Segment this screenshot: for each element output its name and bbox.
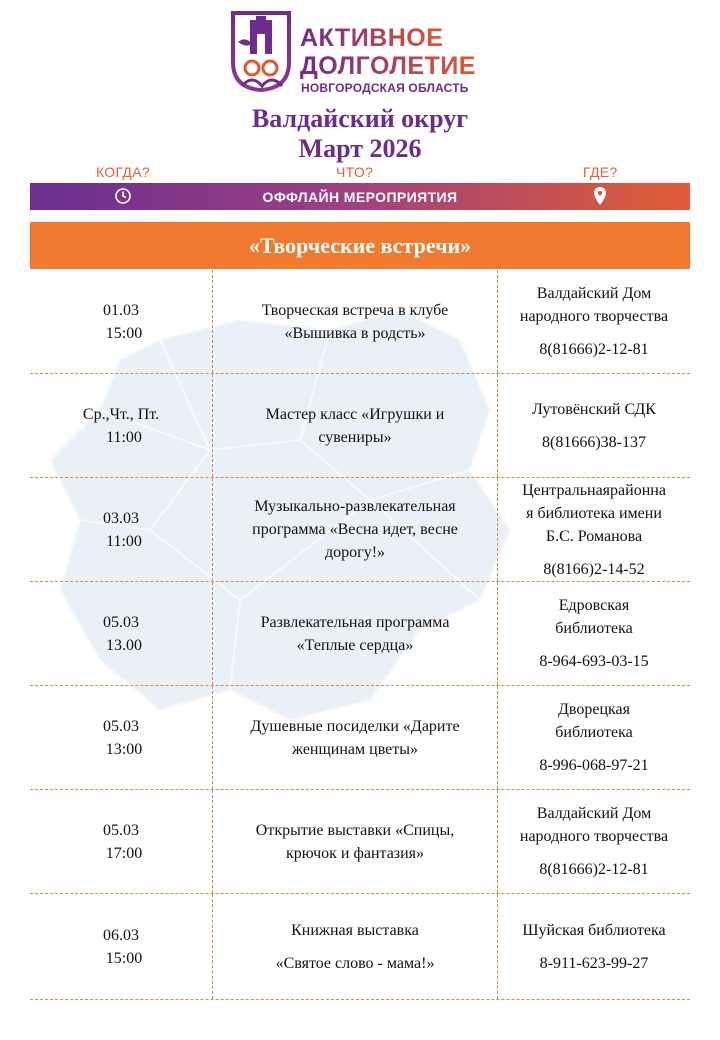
event-title-line: программа «Весна идет, весне	[252, 521, 458, 538]
event-place-line: Б.С. Романова	[545, 527, 643, 545]
event-title-line: Развлекательная программа	[260, 613, 450, 631]
event-row: 05.03 13:00 Душевные посиделки «Дарите женщ…	[30, 686, 690, 790]
event-title-line: дорогу!»	[324, 544, 386, 561]
event-when-cell: 05.03 13:00	[30, 686, 212, 789]
logo: АКТИВНОЕ ДОЛГОЛЕТИЕ НОВГОРОДСКАЯ ОБЛАСТЬ	[230, 10, 500, 96]
event-what-cell: Музыкально-развлекательная программа «Вес…	[212, 478, 498, 581]
event-phone: 8(8166)2-14-52	[543, 560, 645, 578]
logo-text-line1: АКТИВНОЕ	[300, 24, 444, 52]
event-when-cell: 01.03 15:00	[30, 270, 212, 373]
event-where-cell: Валдайский Дом народного творчества 8(8166…	[498, 790, 690, 893]
event-what-cell: Книжная выставка «Святое слово - мама!»	[212, 894, 498, 999]
event-row: 05.03 13.00 Развлекательная программа «Тепл…	[30, 582, 690, 686]
event-time: 15:00	[105, 949, 143, 967]
event-date: 01.03	[103, 301, 139, 319]
event-row: 03.03 11:00 Музыкально-развлекательная прог…	[30, 478, 690, 582]
event-date: 06.03	[103, 926, 139, 944]
event-place-line: Центральнаярайонна	[522, 481, 666, 499]
event-where-cell: Дворецкая библиотека 8-996-068-97-21	[498, 686, 690, 789]
event-place-line: библиотека	[555, 724, 633, 741]
event-date: 05.03	[103, 717, 139, 735]
column-label-what: ЧТО?	[336, 164, 374, 180]
event-place-line: Лутовёнский СДК	[532, 400, 656, 418]
event-what-cell: Развлекательная программа «Теплые сердца»	[212, 582, 498, 685]
event-what-cell: Творческая встреча в клубе «Вышивка в род…	[212, 270, 498, 373]
event-date: 05.03	[103, 821, 139, 839]
event-place-line: Едровская	[558, 597, 630, 614]
district-title: Валдайский округ	[251, 104, 469, 133]
event-what-cell: Открытие выставки «Спицы, крючок и фантаз…	[212, 790, 498, 893]
logo-text-region: НОВГОРОДСКАЯ ОБЛАСТЬ	[301, 81, 469, 95]
event-phone: 8(81666)2-12-81	[539, 341, 649, 358]
offline-events-banner: ОФФЛАЙН МЕРОПРИЯТИЯ	[30, 183, 690, 210]
logo-text-line2: ДОЛГОЛЕТИЕ	[300, 52, 476, 80]
event-place-line: Валдайский Дом	[536, 285, 652, 302]
event-what-cell: Душевные посиделки «Дарите женщинам цветы…	[212, 686, 498, 789]
event-where-cell: Валдайский Дом народного творчества 8(8166…	[498, 270, 690, 373]
event-when-cell: 05.03 13.00	[30, 582, 212, 685]
event-title-line: Книжная выставка	[291, 921, 419, 939]
event-row: 01.03 15:00 Творческая встреча в клубе «Выш…	[30, 270, 690, 374]
event-title-line: сувениры»	[318, 428, 392, 446]
event-where-cell: Лутовёнский СДК 8(81666)38-137	[498, 374, 690, 477]
event-date: 03.03	[103, 509, 139, 527]
event-place-line: Валдайский Дом	[536, 805, 652, 822]
events-table: 01.03 15:00 Творческая встреча в клубе «Выш…	[30, 270, 690, 1000]
event-place-line: Дворецкая	[557, 701, 630, 718]
event-title-line: крючок и фантазия»	[285, 844, 425, 862]
event-time: 13.00	[106, 636, 142, 654]
event-where-cell: Едровская библиотека 8-964-693-03-15	[498, 582, 690, 685]
location-pin-icon	[594, 187, 606, 205]
event-phone: 8(81666)38-137	[542, 433, 646, 451]
event-title-line: Открытие выставки «Спицы,	[255, 821, 455, 839]
event-time: 15:00	[105, 324, 143, 342]
month-title: Март 2026	[298, 134, 422, 163]
event-row: 06.03 15:00 Книжная выставка «Святое слово …	[30, 894, 690, 1000]
event-time: 11:00	[106, 428, 142, 446]
event-phone: 8-964-693-03-15	[539, 653, 649, 670]
event-place-line: я библиотека имени	[526, 504, 662, 522]
event-place-line: Шуйская библиотека	[522, 921, 666, 939]
clock-icon	[115, 188, 131, 204]
event-time: 13:00	[105, 740, 143, 758]
logo-emblem-icon	[231, 11, 291, 92]
event-title-line: Мастер класс «Игрушки и	[265, 405, 445, 423]
event-where-cell: Центральнаярайонна я библиотека имени Б.С.…	[498, 478, 690, 581]
event-date: 05.03	[103, 613, 139, 631]
event-place-line: народного творчества	[519, 308, 669, 325]
event-title-line: Душевные посиделки «Дарите	[250, 717, 460, 735]
section-title: «Творческие встречи»	[30, 222, 690, 269]
column-label-where: ГДЕ?	[583, 164, 618, 180]
region-map-background	[48, 308, 512, 722]
event-time: 11:00	[106, 532, 142, 550]
column-label-when: КОГДА?	[96, 164, 150, 180]
event-when-cell: 06.03 15:00	[30, 894, 212, 999]
event-time: 17:00	[105, 844, 143, 862]
banner-label: ОФФЛАЙН МЕРОПРИЯТИЯ	[262, 189, 458, 205]
event-when-cell: 05.03 17:00	[30, 790, 212, 893]
event-phone: 8(81666)2-12-81	[539, 861, 649, 878]
event-place-line: народного творчества	[519, 828, 669, 845]
event-phone: 8-996-068-97-21	[539, 757, 649, 774]
event-title-line: «Святое слово - мама!»	[275, 954, 435, 972]
event-where-cell: Шуйская библиотека 8-911-623-99-27	[498, 894, 690, 999]
event-place-line: библиотека	[555, 620, 633, 637]
event-what-cell: Мастер класс «Игрушки и сувениры»	[212, 374, 498, 477]
event-date: Ср.,Чт., Пт.	[82, 405, 160, 423]
event-when-cell: 03.03 11:00	[30, 478, 212, 581]
event-title-line: «Вышивка в родсть»	[284, 324, 426, 342]
event-when-cell: Ср.,Чт., Пт. 11:00	[30, 374, 212, 477]
event-title-line: «Теплые сердца»	[296, 636, 414, 654]
event-phone: 8-911-623-99-27	[539, 954, 649, 972]
event-row: Ср.,Чт., Пт. 11:00 Мастер класс «Игрушки и…	[30, 374, 690, 478]
event-title-line: Музыкально-развлекательная	[254, 498, 456, 515]
event-title-line: женщинам цветы»	[291, 740, 419, 758]
event-title-line: Творческая встреча в клубе	[261, 301, 449, 319]
event-row: 05.03 17:00 Открытие выставки «Спицы, крючо…	[30, 790, 690, 894]
